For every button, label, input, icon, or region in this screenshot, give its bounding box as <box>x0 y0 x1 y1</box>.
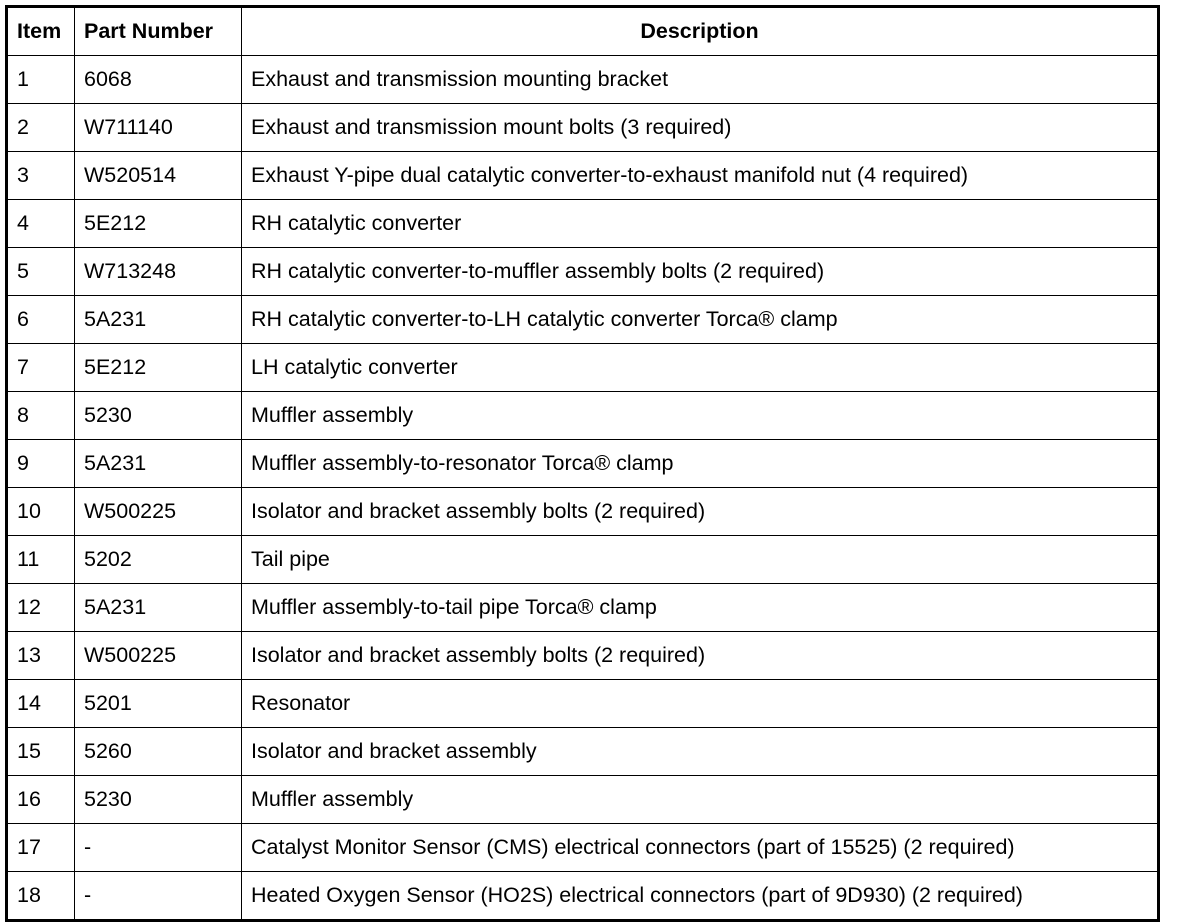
table-row: 4 5E212 RH catalytic converter <box>6 199 1159 248</box>
header-description: Description <box>241 6 1159 56</box>
cell-item: 7 <box>6 343 75 392</box>
cell-item: 4 <box>6 199 75 248</box>
cell-item: 8 <box>6 391 75 440</box>
cell-description: RH catalytic converter-to-muffler assemb… <box>241 247 1159 296</box>
table-row: 15 5260 Isolator and bracket assembly <box>6 727 1159 776</box>
cell-item: 11 <box>6 535 75 584</box>
header-row: Item Part Number Description <box>6 6 1159 56</box>
header-part-number: Part Number <box>74 6 242 56</box>
table-row: 9 5A231 Muffler assembly-to-resonator Torc… <box>6 439 1159 488</box>
cell-part-number: 5A231 <box>74 583 242 632</box>
table-row: 18- Heated Oxygen Sensor (HO2S) electrica… <box>6 871 1159 921</box>
cell-description: RH catalytic converter <box>241 199 1159 248</box>
cell-description: RH catalytic converter-to-LH catalytic c… <box>241 295 1159 344</box>
cell-description: Exhaust and transmission mount bolts (3 … <box>241 103 1159 152</box>
table-row: 10 W500225 Isolator and bracket assembly b… <box>6 487 1159 536</box>
table-row: 17- Catalyst Monitor Sensor (CMS) electri… <box>6 823 1159 872</box>
cell-item: 18 <box>6 871 75 921</box>
cell-part-number: 5E212 <box>74 199 242 248</box>
cell-description: Tail pipe <box>241 535 1159 584</box>
cell-description: Muffler assembly-to-tail pipe Torca® cla… <box>241 583 1159 632</box>
cell-item: 2 <box>6 103 75 152</box>
cell-part-number: 5230 <box>74 775 242 824</box>
cell-part-number: W520514 <box>74 151 242 200</box>
cell-part-number: W500225 <box>74 631 242 680</box>
cell-item: 5 <box>6 247 75 296</box>
cell-description: Isolator and bracket assembly <box>241 727 1159 776</box>
table-row: 12 5A231 Muffler assembly-to-tail pipe Tor… <box>6 583 1159 632</box>
cell-item: 9 <box>6 439 75 488</box>
cell-item: 1 <box>6 55 75 104</box>
cell-description: LH catalytic converter <box>241 343 1159 392</box>
cell-description: Resonator <box>241 679 1159 728</box>
header-item: Item <box>6 6 75 56</box>
cell-description: Muffler assembly-to-resonator Torca® cla… <box>241 439 1159 488</box>
cell-part-number: W500225 <box>74 487 242 536</box>
cell-part-number: 5260 <box>74 727 242 776</box>
cell-part-number: W711140 <box>74 103 242 152</box>
table-row: 7 5E212 LH catalytic converter <box>6 343 1159 392</box>
table-row: 2 W711140 Exhaust and transmission mount b… <box>6 103 1159 152</box>
table-row: 13 W500225 Isolator and bracket assembly b… <box>6 631 1159 680</box>
table-row: 8 5230 Muffler assembly <box>6 391 1159 440</box>
cell-item: 3 <box>6 151 75 200</box>
cell-part-number: 5A231 <box>74 439 242 488</box>
table-row: 6 5A231 RH catalytic converter-to-LH catal… <box>6 295 1159 344</box>
cell-description: Isolator and bracket assembly bolts (2 r… <box>241 487 1159 536</box>
cell-part-number: 5202 <box>74 535 242 584</box>
cell-part-number: 5230 <box>74 391 242 440</box>
cell-part-number: 5E212 <box>74 343 242 392</box>
cell-description: Exhaust Y-pipe dual catalytic converter-… <box>241 151 1159 200</box>
cell-item: 10 <box>6 487 75 536</box>
cell-item: 14 <box>6 679 75 728</box>
table-row: 16 5230 Muffler assembly <box>6 775 1159 824</box>
parts-table: Item Part Number Description 1 6068 Exhaus… <box>5 5 1160 922</box>
cell-part-number: W713248 <box>74 247 242 296</box>
cell-description: Exhaust and transmission mounting bracke… <box>241 55 1159 104</box>
cell-part-number: - <box>74 823 242 872</box>
table-row: 5 W713248 RH catalytic converter-to-muffle… <box>6 247 1159 296</box>
cell-item: 6 <box>6 295 75 344</box>
cell-item: 16 <box>6 775 75 824</box>
cell-description: Muffler assembly <box>241 391 1159 440</box>
table-row: 1 6068 Exhaust and transmission mounting b… <box>6 55 1159 104</box>
table-row: 14 5201 Resonator <box>6 679 1159 728</box>
cell-description: Catalyst Monitor Sensor (CMS) electrical… <box>241 823 1159 872</box>
cell-description: Muffler assembly <box>241 775 1159 824</box>
cell-item: 17 <box>6 823 75 872</box>
cell-part-number: - <box>74 871 242 921</box>
cell-part-number: 5A231 <box>74 295 242 344</box>
cell-item: 12 <box>6 583 75 632</box>
cell-part-number: 6068 <box>74 55 242 104</box>
cell-part-number: 5201 <box>74 679 242 728</box>
cell-item: 13 <box>6 631 75 680</box>
cell-description: Heated Oxygen Sensor (HO2S) electrical c… <box>241 871 1159 921</box>
cell-description: Isolator and bracket assembly bolts (2 r… <box>241 631 1159 680</box>
table-row: 3 W520514 Exhaust Y-pipe dual catalytic co… <box>6 151 1159 200</box>
cell-item: 15 <box>6 727 75 776</box>
table-row: 11 5202 Tail pipe <box>6 535 1159 584</box>
